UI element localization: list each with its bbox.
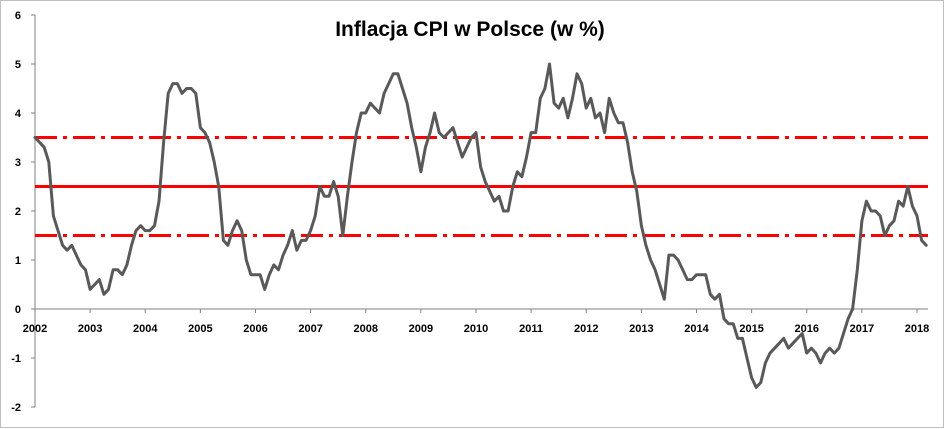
series-line-cpi [33, 62, 928, 389]
chart-title: Inflacja CPI w Polsce (w %) [335, 18, 605, 41]
x-tick-label: 2005 [188, 323, 212, 335]
x-tick-label: 2010 [464, 323, 488, 335]
y-tick-label: 3 [15, 157, 21, 169]
x-tick-label: 2007 [298, 323, 322, 335]
x-tick-label: 2009 [409, 323, 433, 335]
reference-lines-layer [35, 136, 928, 237]
x-tick-label: 2014 [684, 323, 709, 335]
y-tick-label: 5 [15, 59, 21, 71]
tick-labels-layer: 6 5 4 3 2 1 0 -1 -2 2002 2003 2004 2005 2006 2007 2008 2… [11, 10, 929, 414]
x-tick-label: 2012 [574, 323, 598, 335]
x-tick-label: 2003 [78, 323, 102, 335]
x-tick-label: 2008 [353, 323, 377, 335]
series-layer [33, 62, 928, 389]
y-tick-label: 1 [15, 255, 21, 267]
x-tick-label: 2002 [23, 323, 47, 335]
y-tick-label: 4 [15, 108, 22, 120]
x-tick-label: 2013 [629, 323, 653, 335]
x-tick-label: 2011 [519, 323, 543, 335]
x-tick-label: 2006 [243, 323, 267, 335]
axes-layer [31, 14, 928, 408]
y-tick-label: 2 [15, 206, 21, 218]
y-tick-label: -2 [11, 402, 21, 414]
y-tick-label: -1 [11, 353, 21, 365]
x-tick-label: 2015 [739, 323, 763, 335]
x-tick-label: 2004 [133, 323, 158, 335]
x-tick-label: 2016 [794, 323, 818, 335]
x-tick-label: 2018 [905, 323, 929, 335]
y-tick-label: 0 [15, 304, 21, 316]
y-tick-label: 6 [15, 10, 21, 22]
x-tick-label: 2017 [850, 323, 874, 335]
